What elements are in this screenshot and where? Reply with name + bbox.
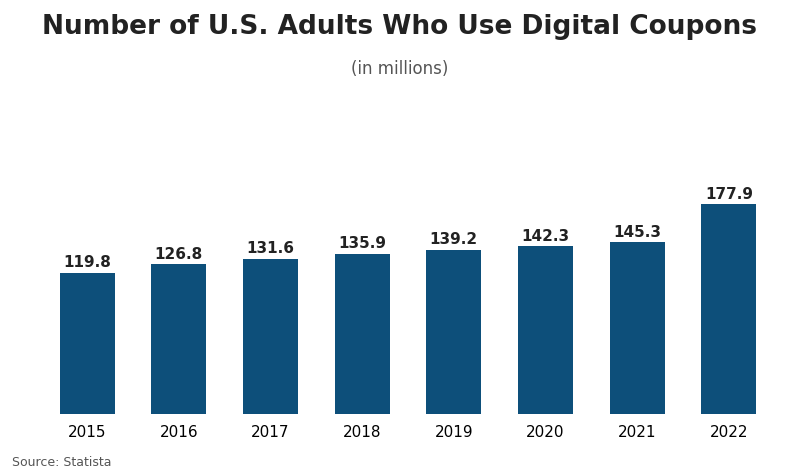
Text: 135.9: 135.9	[338, 236, 386, 251]
Bar	[59, 273, 114, 414]
Bar	[243, 258, 298, 414]
Text: 126.8: 126.8	[154, 247, 203, 262]
Text: 131.6: 131.6	[246, 241, 294, 256]
Bar	[426, 250, 482, 414]
Bar	[518, 246, 573, 414]
Bar	[610, 242, 665, 414]
Text: 119.8: 119.8	[63, 255, 111, 270]
Bar	[702, 204, 757, 414]
Text: 177.9: 177.9	[705, 187, 753, 202]
Text: 145.3: 145.3	[614, 225, 662, 240]
Text: Source: Statista: Source: Statista	[12, 456, 111, 469]
Text: Number of U.S. Adults Who Use Digital Coupons: Number of U.S. Adults Who Use Digital Co…	[42, 14, 758, 40]
Text: (in millions): (in millions)	[351, 60, 449, 78]
Bar	[334, 254, 390, 414]
Text: 142.3: 142.3	[522, 228, 570, 244]
Text: 139.2: 139.2	[430, 232, 478, 248]
Bar	[151, 264, 206, 414]
